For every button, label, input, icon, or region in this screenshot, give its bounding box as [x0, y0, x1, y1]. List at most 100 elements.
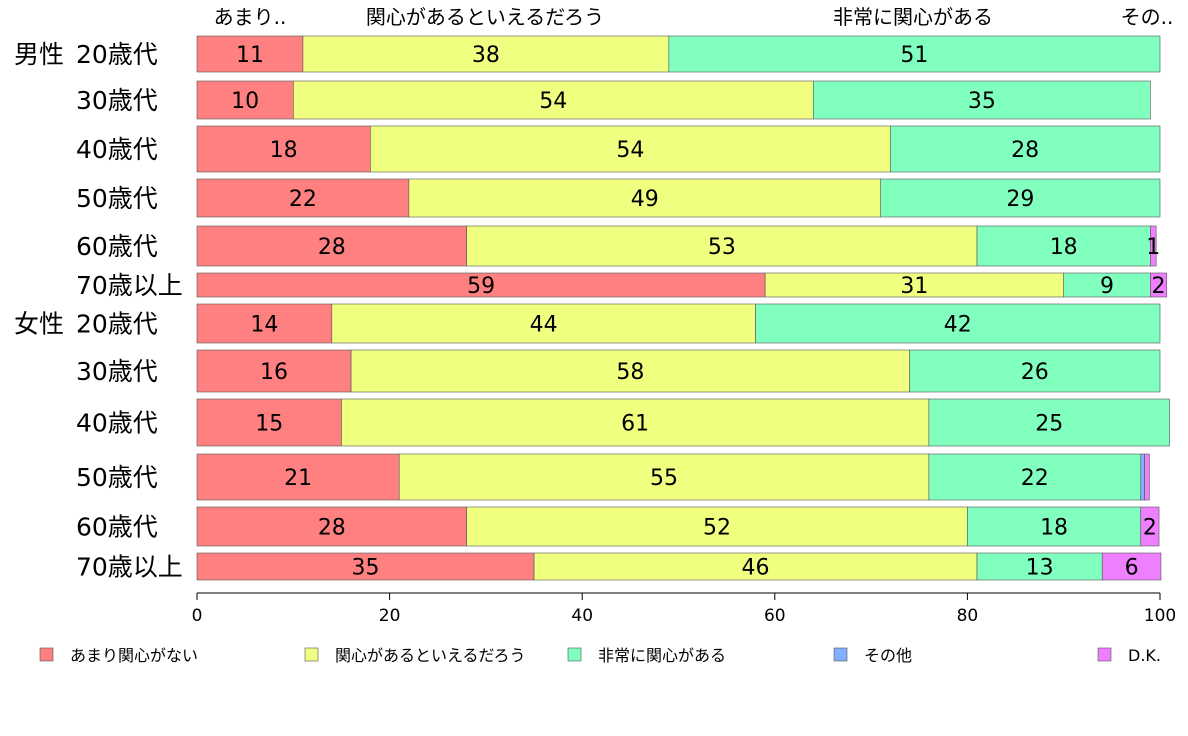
data-label: 44: [530, 313, 558, 338]
data-label: 15: [255, 412, 283, 437]
bar-segment: [350, 349, 910, 393]
x-tick-label: 100: [1144, 606, 1176, 626]
bar-segment: [880, 178, 1161, 218]
top-label: その..: [1121, 5, 1174, 29]
bar-segment: [196, 398, 342, 447]
data-label: 52: [703, 516, 731, 541]
category-label: 70歳以上: [76, 271, 183, 300]
data-label: 26: [1021, 360, 1049, 385]
data-label: 2: [1143, 516, 1157, 541]
legend-swatch: [304, 647, 319, 662]
x-tick-label: 40: [571, 606, 593, 626]
group-label: 男性: [14, 40, 64, 69]
data-label: 29: [1006, 187, 1034, 212]
data-label: 35: [968, 89, 996, 114]
x-axis: 0 20 40 60 80 100: [192, 592, 1176, 626]
bar-segment: [1150, 272, 1168, 298]
data-label: 10: [231, 89, 259, 114]
data-label: 18: [1040, 516, 1068, 541]
data-label: 54: [539, 89, 567, 114]
data-label: 22: [1021, 466, 1049, 491]
category-label: 30歳代: [76, 357, 158, 386]
bar-segment: [196, 178, 410, 218]
bar-segment: [466, 506, 968, 547]
category-label: 60歳代: [76, 513, 158, 542]
bar-segment: [1140, 453, 1145, 501]
group-label: 女性: [14, 310, 64, 339]
bar-segment: [976, 225, 1151, 267]
x-tick-label: 20: [379, 606, 401, 626]
data-label: 28: [1011, 138, 1039, 163]
data-label: 13: [1026, 556, 1054, 581]
bar-segment: [292, 80, 814, 120]
legend-swatch: [39, 647, 54, 662]
bar-segment: [196, 35, 304, 73]
data-label: 38: [472, 43, 500, 68]
bar-segment: [196, 506, 467, 547]
data-label: 25: [1035, 412, 1063, 437]
category-labels: 20歳代 30歳代 40歳代 50歳代 60歳代 70歳以上 20歳代 30歳代 40歳代 50歳…: [76, 40, 183, 582]
top-label: 非常に関心がある: [833, 5, 993, 29]
category-label: 50歳代: [76, 463, 158, 492]
data-label: 61: [621, 412, 649, 437]
bar-segment: [370, 125, 891, 173]
data-label: 59: [467, 274, 495, 299]
x-tick-label: 60: [764, 606, 786, 626]
data-label: 31: [900, 274, 928, 299]
bar-segment: [928, 398, 1170, 447]
bar-segment: [196, 80, 294, 120]
category-label: 20歳代: [76, 40, 158, 69]
data-label: 42: [944, 313, 972, 338]
bar-segment: [976, 552, 1103, 581]
data-label: 21: [284, 466, 312, 491]
category-label: 40歳代: [76, 409, 158, 438]
bar-segment: [196, 303, 333, 344]
bar-segment: [341, 398, 930, 447]
legend-swatch: [1097, 647, 1112, 662]
bar-segment: [302, 35, 670, 73]
category-label: 60歳代: [76, 232, 158, 261]
data-label: 55: [650, 466, 678, 491]
legend-label: D.K.: [1128, 646, 1161, 665]
bar-segment: [466, 225, 978, 267]
data-label: 16: [260, 360, 288, 385]
data-label: 28: [318, 516, 346, 541]
category-label: 50歳代: [76, 184, 158, 213]
bar-segment: [398, 453, 930, 501]
x-tick-label: 0: [192, 606, 203, 626]
data-label: 46: [742, 556, 770, 581]
bar-segment: [890, 125, 1161, 173]
data-label: 2: [1152, 274, 1166, 299]
data-label: 14: [250, 313, 278, 338]
category-label: 30歳代: [76, 86, 158, 115]
data-label: 18: [1050, 235, 1078, 260]
category-label: 40歳代: [76, 135, 158, 164]
x-tick-label: 80: [957, 606, 979, 626]
bar-segment: [1140, 506, 1160, 547]
legend-label: その他: [864, 646, 912, 665]
data-label: 53: [708, 235, 736, 260]
legend-swatch: [833, 647, 848, 662]
legend: あまり関心がない 関心があるといえるだろう 非常に関心がある その他 D.K.: [39, 646, 1161, 665]
data-label: 54: [616, 138, 644, 163]
data-label: 49: [631, 187, 659, 212]
data-label: 18: [270, 138, 298, 163]
top-label: あまり..: [214, 5, 287, 29]
legend-label: あまり関心がない: [70, 646, 198, 665]
bar-segment: [755, 303, 1161, 344]
bar-segment: [1144, 453, 1150, 501]
bar-segment: [909, 349, 1161, 393]
legend-label: 非常に関心がある: [598, 646, 726, 665]
category-label: 20歳代: [76, 310, 158, 339]
data-label: 9: [1100, 274, 1114, 299]
top-labels: あまり.. 関心があるといえるだろう 非常に関心がある その..: [214, 5, 1174, 29]
category-label: 70歳以上: [76, 553, 183, 582]
bar-segment: [196, 349, 352, 393]
data-label: 22: [289, 187, 317, 212]
bar-segment: [196, 453, 400, 501]
bar-segment: [1101, 552, 1162, 581]
bar-segment: [1150, 225, 1157, 267]
